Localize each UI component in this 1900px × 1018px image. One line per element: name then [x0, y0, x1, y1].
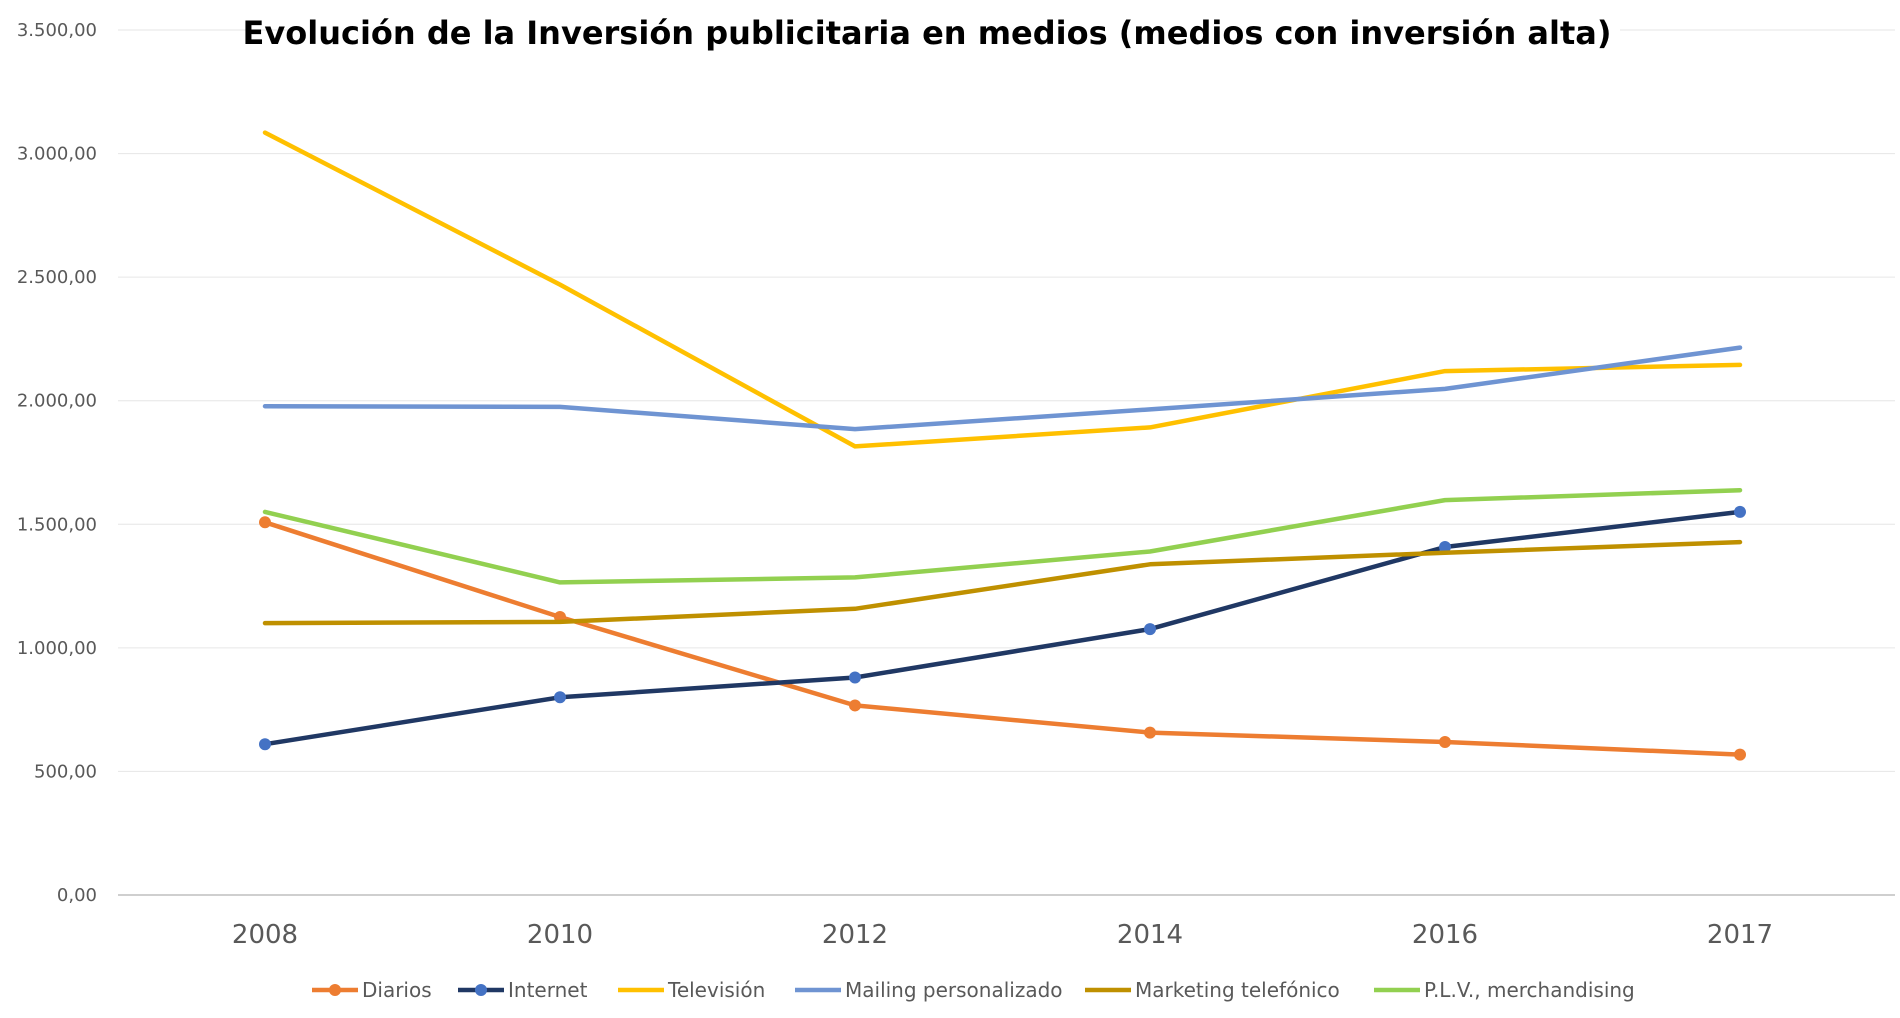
y-tick-label: 1.000,00 — [17, 638, 97, 659]
series-diarios — [259, 516, 1746, 761]
y-axis-ticks: 0,00 500,00 1.000,00 1.500,00 2.000,00 2.500,… — [17, 20, 97, 906]
series-p-l-v-merchandising — [262, 487, 1743, 585]
legend-marker — [329, 984, 341, 996]
data-point — [1439, 541, 1451, 554]
legend-label: Diarios — [362, 978, 432, 1002]
data-point — [554, 691, 566, 704]
legend-label: P.L.V., merchandising — [1424, 978, 1635, 1002]
x-tick-label: 2016 — [1412, 920, 1478, 950]
data-point — [849, 699, 861, 712]
data-point — [1144, 623, 1156, 636]
y-tick-label: 3.000,00 — [17, 144, 97, 165]
series-line — [262, 539, 1743, 626]
series-lines — [259, 130, 1746, 761]
x-tick-label: 2010 — [527, 920, 593, 950]
legend-label: Televisión — [667, 978, 765, 1002]
legend: Diarios Internet Televisión Mailing persona… — [312, 978, 1635, 1002]
legend-item-television: Televisión — [618, 978, 765, 1002]
legend-label: Internet — [508, 978, 588, 1002]
x-tick-label: 2017 — [1707, 920, 1773, 950]
legend-label: Mailing personalizado — [845, 978, 1063, 1002]
legend-item-internet: Internet — [458, 978, 588, 1002]
chart-title: Evolución de la Inversión publicitaria e… — [243, 14, 1612, 52]
series-internet — [259, 505, 1746, 751]
x-tick-label: 2008 — [232, 920, 298, 950]
data-point — [259, 738, 271, 751]
series-line — [262, 130, 1743, 449]
series-mailing-personalizado — [262, 345, 1743, 432]
title-background — [300, 4, 1620, 60]
legend-label: Marketing telefónico — [1135, 978, 1340, 1002]
x-tick-label: 2014 — [1117, 920, 1183, 950]
y-tick-label: 500,00 — [34, 761, 97, 782]
legend-item-p-l-v-merchandising: P.L.V., merchandising — [1374, 978, 1635, 1002]
legend-item-diarios: Diarios — [312, 978, 432, 1002]
data-point — [259, 516, 271, 529]
series-television — [262, 130, 1743, 449]
y-tick-label: 2.000,00 — [17, 391, 97, 412]
series-line — [262, 520, 1743, 757]
legend-marker — [475, 984, 487, 996]
series-line — [262, 345, 1743, 432]
series-marketing-telefonico — [262, 539, 1743, 626]
data-point — [1734, 748, 1746, 761]
y-tick-label: 2.500,00 — [17, 267, 97, 288]
x-tick-label: 2012 — [822, 920, 888, 950]
y-tick-label: 3.500,00 — [17, 20, 97, 41]
x-axis-ticks: 2008 2010 2012 2014 2016 2017 — [232, 920, 1773, 950]
series-line — [262, 487, 1743, 585]
y-tick-label: 1.500,00 — [17, 514, 97, 535]
data-point — [849, 671, 861, 684]
gridlines — [118, 29, 1895, 896]
y-tick-label: 0,00 — [57, 885, 97, 906]
data-point — [1144, 726, 1156, 739]
data-point — [1439, 736, 1451, 749]
data-point — [1734, 505, 1746, 518]
legend-item-mailing-personalizado: Mailing personalizado — [795, 978, 1063, 1002]
series-line — [262, 509, 1743, 747]
legend-item-marketing-telefonico: Marketing telefónico — [1085, 978, 1340, 1002]
